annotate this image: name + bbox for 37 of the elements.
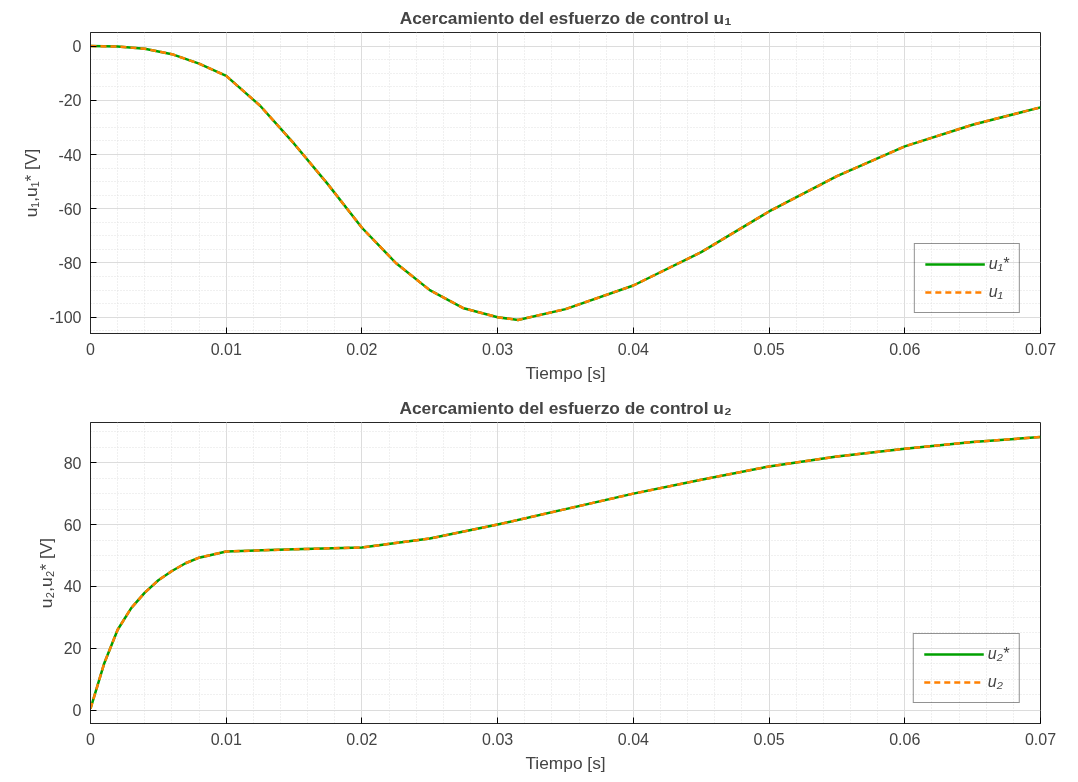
y-tick-label: -80 bbox=[58, 255, 82, 272]
x-tick-label: 0.07 bbox=[1024, 730, 1057, 748]
x-tick-label: 0.06 bbox=[889, 730, 921, 748]
y-axis-title: u₁,u₁* [V] bbox=[21, 148, 42, 218]
x-tick-label: 0.04 bbox=[617, 340, 650, 358]
x-tick-label: 0.02 bbox=[346, 730, 378, 748]
x-tick-label: 0 bbox=[86, 340, 96, 358]
legend-label: u₁* bbox=[988, 255, 1009, 273]
y-tick-label: 20 bbox=[63, 640, 82, 658]
legend-label: u₂ bbox=[987, 673, 1004, 691]
x-tick-label: 0.07 bbox=[1024, 340, 1057, 358]
y-tick-label: 0 bbox=[72, 702, 82, 720]
x-tick-label: 0.02 bbox=[346, 340, 378, 358]
y-tick-label: -60 bbox=[58, 200, 82, 218]
y-tick-label: 40 bbox=[63, 578, 82, 596]
legend-label: u₂* bbox=[987, 645, 1009, 663]
legend-label: u₁ bbox=[988, 283, 1004, 301]
x-tick-label: 0.04 bbox=[617, 730, 650, 748]
x-tick-label: 0.01 bbox=[210, 340, 242, 358]
y-tick-label: 60 bbox=[63, 516, 82, 534]
x-tick-label: 0.03 bbox=[482, 340, 514, 358]
x-tick-label: 0.03 bbox=[482, 730, 514, 748]
x-tick-label: 0.05 bbox=[753, 340, 785, 358]
y-tick-label: -100 bbox=[49, 309, 82, 327]
y-axis-title: u₂,u₂* [V] bbox=[35, 537, 56, 609]
y-tick-label: -40 bbox=[58, 146, 82, 164]
x-tick-label: 0 bbox=[86, 730, 96, 748]
chart-title: Acercamiento del esfuerzo de control u₁ bbox=[399, 7, 732, 28]
y-tick-label: -20 bbox=[58, 92, 82, 110]
x-tick-label: 0.06 bbox=[889, 340, 921, 358]
y-tick-label: 80 bbox=[63, 454, 82, 472]
y-tick-label: 0 bbox=[72, 38, 82, 56]
x-axis-title: Tiempo [s] bbox=[525, 752, 606, 773]
chart-title: Acercamiento del esfuerzo de control u₂ bbox=[399, 397, 732, 418]
x-axis-title: Tiempo [s] bbox=[525, 362, 606, 383]
x-tick-label: 0.01 bbox=[210, 730, 242, 748]
x-tick-label: 0.05 bbox=[753, 730, 785, 748]
